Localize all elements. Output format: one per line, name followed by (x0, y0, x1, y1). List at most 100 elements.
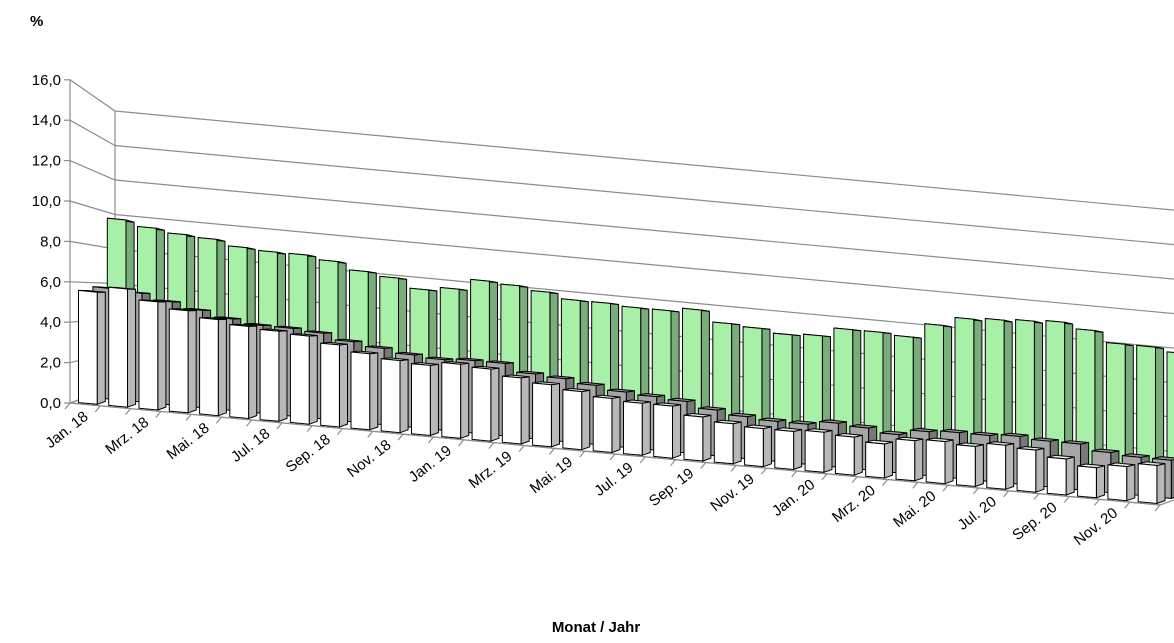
x-tick (942, 484, 949, 492)
bar (592, 394, 621, 454)
bar-front (623, 400, 643, 456)
bar-side (672, 403, 682, 459)
bar-front (562, 389, 583, 451)
x-tick (730, 464, 737, 472)
bar-front (956, 444, 976, 488)
bar (78, 289, 106, 406)
x-tick (64, 402, 71, 410)
x-tick-label: Mai. 19 (527, 454, 576, 498)
x-tick (700, 462, 707, 469)
bar-side (217, 318, 227, 417)
x-tick (1124, 501, 1131, 509)
x-tick (972, 487, 979, 495)
bar-front (501, 375, 522, 445)
bar-side (460, 362, 470, 440)
bar-front (925, 439, 946, 485)
bar-front (229, 324, 250, 420)
x-axis-title: Monat / Jahr (552, 619, 641, 636)
bar-side (338, 343, 348, 428)
bar-side (399, 359, 409, 434)
bar-side (641, 401, 651, 457)
bar-front (350, 351, 371, 431)
bar-side (1005, 442, 1015, 491)
y-tick-label: 16,0 (32, 72, 61, 89)
bar-front (895, 438, 916, 482)
bar-front (1137, 463, 1158, 505)
gridline (69, 119, 1174, 246)
bar-front (532, 382, 552, 448)
x-tick-label: Mrz. 18 (102, 414, 152, 458)
gridline (69, 160, 1174, 280)
x-tick (458, 439, 465, 447)
bar (986, 441, 1015, 491)
bar-front (259, 328, 280, 422)
bar-side (429, 363, 439, 437)
x-tick (215, 416, 222, 424)
bar-side (702, 414, 712, 462)
bar-front (834, 434, 855, 476)
bar-front (683, 414, 704, 462)
y-tick-label: 8,0 (40, 233, 61, 250)
bar-front (1016, 447, 1037, 493)
x-tick-label: Sep. 19 (646, 465, 697, 510)
bar-front (168, 308, 189, 414)
y-tick-label: 10,0 (32, 193, 61, 210)
bar-side (187, 309, 197, 414)
x-tick-label: Jan. 18 (42, 408, 91, 452)
bar (925, 437, 954, 485)
x-tick-label: Nov. 19 (707, 471, 757, 516)
bar (380, 357, 409, 434)
x-tick (1154, 504, 1161, 512)
gridline (69, 200, 1174, 315)
x-tick-label: Mai. 18 (163, 420, 212, 464)
y-tick-label: 2,0 (40, 355, 61, 372)
x-tick (1063, 496, 1070, 503)
bar (199, 316, 227, 417)
x-tick (1033, 493, 1040, 501)
x-tick (579, 450, 586, 458)
bar-front (774, 429, 795, 471)
bar-front (1046, 456, 1067, 496)
bar (1046, 454, 1075, 496)
bar-front (380, 358, 401, 434)
bar (865, 439, 893, 479)
bar (804, 428, 833, 474)
x-tick (791, 470, 798, 478)
x-tick (609, 453, 616, 461)
x-tick (246, 419, 253, 427)
bar (1016, 446, 1045, 493)
bar (108, 286, 137, 408)
bar-front (713, 421, 734, 465)
x-tick-label: Jul. 19 (591, 459, 636, 500)
y-tick-label: 6,0 (40, 274, 61, 291)
bar-side (520, 376, 530, 445)
x-tick-label: Nov. 18 (344, 437, 394, 482)
bar (532, 381, 560, 448)
bar-side (611, 396, 621, 454)
bar-side (853, 434, 863, 476)
gridline (69, 79, 1174, 211)
y-tick-label: 4,0 (40, 314, 61, 331)
x-tick (912, 481, 919, 489)
x-tick (882, 479, 888, 486)
x-tick-label: Sep. 20 (1009, 499, 1060, 544)
bar (1077, 463, 1105, 499)
bar-side (1126, 464, 1136, 502)
bar-side (127, 288, 137, 408)
bar (411, 362, 439, 437)
bar (138, 299, 167, 411)
x-tick-label: Jan. 19 (406, 442, 455, 486)
x-tick-label: Jul. 18 (228, 425, 273, 466)
bar-side (944, 439, 954, 485)
bar (441, 361, 470, 440)
bar (471, 365, 500, 442)
bar (229, 323, 258, 420)
bar (744, 424, 772, 468)
bar-side (550, 382, 560, 448)
x-tick-label: Sep. 18 (283, 431, 334, 476)
bar-front (865, 441, 885, 479)
bar (350, 350, 379, 431)
x-tick (1093, 498, 1100, 506)
y-tick-label: 12,0 (32, 153, 61, 170)
bar (956, 442, 984, 488)
